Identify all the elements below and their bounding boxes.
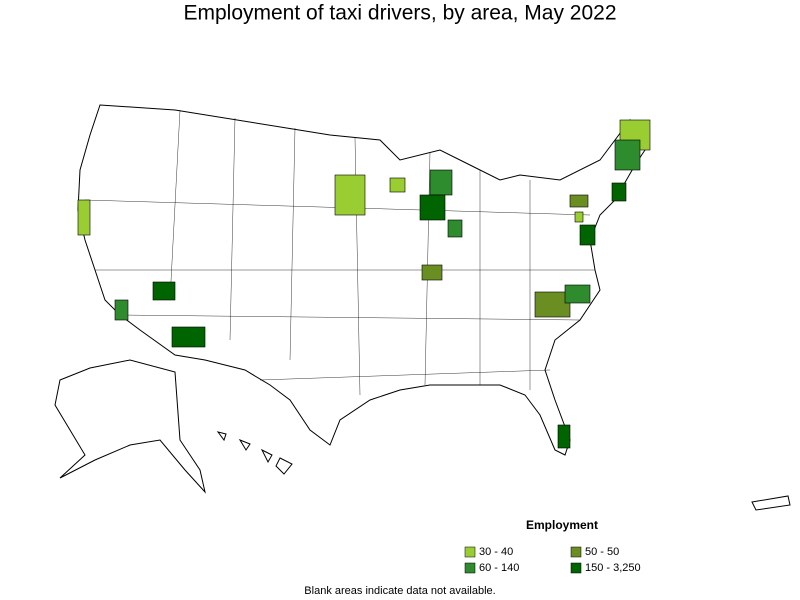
legend: 30 - 40 50 - 50 60 - 140 150 - 3,250 — [464, 546, 641, 574]
area — [447, 219, 463, 238]
areas — [77, 119, 651, 449]
area — [152, 281, 176, 301]
legend-swatch — [570, 546, 582, 558]
area — [429, 169, 453, 196]
area — [419, 194, 446, 221]
footnote: Blank areas indicate data not available. — [304, 585, 495, 597]
legend-swatch — [570, 562, 582, 574]
hawaii — [216, 431, 293, 475]
area — [611, 182, 627, 202]
area — [534, 291, 571, 318]
area — [171, 326, 206, 348]
area — [579, 224, 596, 246]
legend-label: 150 - 3,250 — [585, 562, 641, 574]
area — [421, 264, 443, 281]
puerto-rico — [751, 495, 791, 511]
legend-swatch — [464, 562, 476, 574]
area — [334, 174, 366, 216]
area — [614, 139, 641, 171]
area — [569, 194, 589, 208]
map-title: Employment of taxi drivers, by area, May… — [183, 2, 616, 25]
area — [564, 284, 591, 304]
area — [114, 299, 129, 321]
map — [54, 104, 791, 511]
legend-swatch — [464, 546, 476, 558]
legend-label: 60 - 140 — [479, 562, 519, 574]
area — [557, 424, 571, 449]
legend-label: 30 - 40 — [479, 546, 513, 558]
legend-title: Employment — [526, 518, 598, 532]
legend-label: 50 - 50 — [585, 546, 619, 558]
area — [389, 177, 406, 193]
us-mainland — [77, 104, 646, 456]
area — [574, 211, 584, 223]
alaska — [54, 359, 206, 494]
area — [77, 199, 91, 236]
